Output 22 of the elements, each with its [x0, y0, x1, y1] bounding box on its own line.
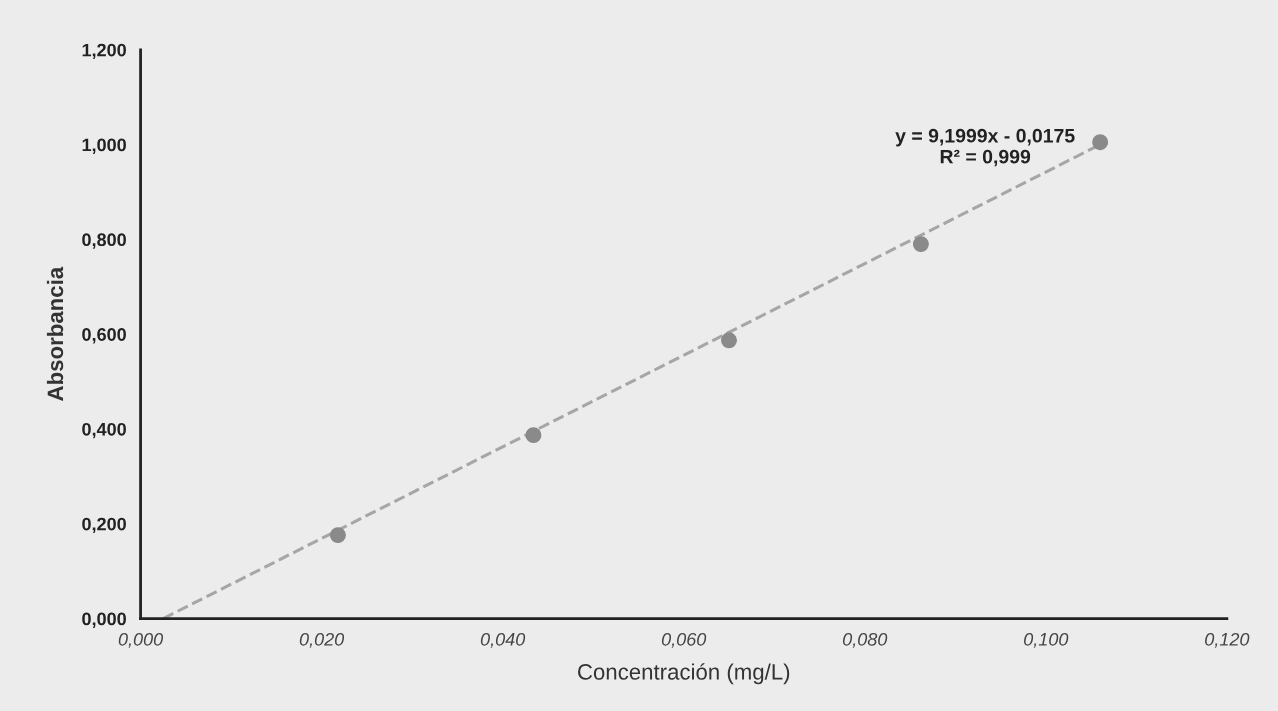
y-tick-label: 1,000 — [82, 138, 126, 154]
point — [721, 332, 737, 349]
y-axis-title: Absorbancia — [46, 266, 64, 401]
y-tick-label: 0,800 — [82, 233, 126, 249]
x-axis-title: Concentración (mg/L) — [578, 663, 790, 685]
x-tick-label: 0,060 — [661, 632, 707, 648]
x-tick-label: 0,040 — [480, 632, 526, 648]
y-tick-label: 1,200 — [82, 43, 126, 60]
y-tick-label: 0,400 — [82, 422, 126, 439]
point — [912, 236, 929, 253]
point — [329, 527, 346, 544]
x-tick-label: 0,080 — [842, 632, 888, 648]
x-tick-label: 0,020 — [299, 632, 345, 648]
y-tick-label: 0,600 — [82, 328, 126, 344]
x-tick-label: 0,120 — [1205, 632, 1250, 648]
x-tick-label: 0,100 — [1024, 632, 1069, 648]
y-tick-label: 0,200 — [82, 517, 126, 534]
annotation: y = 9,1999x - 0,0175 R² = 0,999 — [895, 128, 1075, 167]
point — [525, 427, 542, 444]
point — [1092, 134, 1109, 151]
x-tick-label: 0,000 — [118, 632, 164, 648]
y-tick-label: 0,000 — [82, 612, 126, 628]
